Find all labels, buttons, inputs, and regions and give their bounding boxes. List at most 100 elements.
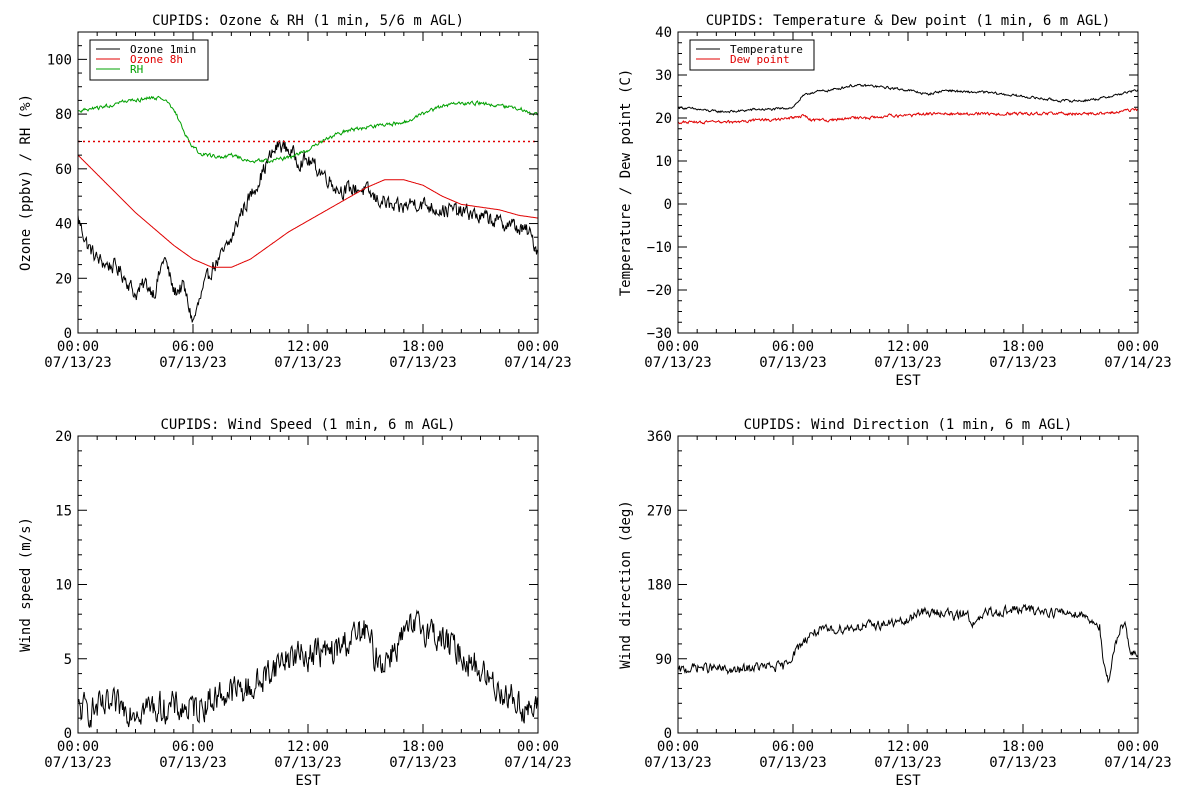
- y-tick-label: −30: [647, 326, 672, 342]
- y-tick-label: 180: [647, 578, 672, 594]
- y-tick-label: −10: [647, 240, 672, 256]
- y-tick-label: 60: [55, 162, 72, 178]
- x-tick-label-time: 00:00: [57, 739, 99, 755]
- chart-panel-ozone-rh: CUPIDS: Ozone & RH (1 min, 5/6 m AGL) 00:…: [18, 13, 572, 371]
- x-tick-label-date: 07/13/23: [389, 755, 456, 771]
- x-tick-label-date: 07/13/23: [874, 355, 941, 371]
- y-axis-label: Temperature / Dew point (C): [618, 69, 634, 297]
- legend-label: RH: [130, 63, 143, 76]
- y-tick-label: 0: [664, 197, 672, 213]
- y-tick-label: 15: [55, 503, 72, 519]
- x-tick-label-time: 00:00: [1117, 339, 1159, 355]
- x-tick-label-time: 00:00: [657, 739, 699, 755]
- x-tick-label-time: 18:00: [402, 739, 444, 755]
- y-tick-label: 90: [655, 652, 672, 668]
- x-tick-label-time: 18:00: [1002, 739, 1044, 755]
- y-tick-label: 10: [55, 578, 72, 594]
- x-tick-label-time: 18:00: [402, 339, 444, 355]
- y-tick-label: 20: [55, 429, 72, 445]
- x-tick-label-time: 12:00: [287, 339, 329, 355]
- x-tick-label-time: 06:00: [172, 739, 214, 755]
- x-tick-label-date: 07/13/23: [274, 355, 341, 371]
- x-tick-label-time: 06:00: [772, 739, 814, 755]
- x-tick-label-date: 07/13/23: [159, 755, 226, 771]
- x-tick-label-time: 12:00: [287, 739, 329, 755]
- legend-label: Ozone 1min: [130, 43, 196, 56]
- plot-area: [678, 83, 1138, 125]
- x-tick-label-time: 00:00: [517, 339, 559, 355]
- legend-label: Temperature: [730, 43, 803, 56]
- series-line-0-2: [78, 95, 538, 164]
- y-tick-label: 30: [655, 68, 672, 84]
- x-tick-label-date: 07/13/23: [989, 755, 1056, 771]
- chart-panel-wind-dir: CUPIDS: Wind Direction (1 min, 6 m AGL) 0…: [618, 417, 1172, 789]
- x-tick-label-time: 12:00: [887, 339, 929, 355]
- chart-title: CUPIDS: Wind Speed (1 min, 6 m AGL): [160, 417, 455, 433]
- y-tick-label: 20: [55, 271, 72, 287]
- series-line-0-0: [78, 140, 538, 323]
- x-tick-label-date: 07/13/23: [759, 755, 826, 771]
- x-tick-label-date: 07/13/23: [644, 755, 711, 771]
- y-tick-label: 5: [64, 652, 72, 668]
- x-tick-label-date: 07/14/23: [1104, 755, 1171, 771]
- y-tick-label: 40: [655, 25, 672, 41]
- x-tick-label-date: 07/13/23: [644, 355, 711, 371]
- chart-title: CUPIDS: Wind Direction (1 min, 6 m AGL): [744, 417, 1073, 433]
- series-line-1-1: [678, 107, 1138, 125]
- x-axis-label: EST: [895, 373, 921, 389]
- plot-area: [78, 95, 538, 323]
- plot-area: [678, 603, 1138, 684]
- y-tick-label: 10: [655, 154, 672, 170]
- chart-panel-wind-speed: CUPIDS: Wind Speed (1 min, 6 m AGL) 00:00…: [18, 417, 572, 789]
- x-tick-label-time: 00:00: [57, 339, 99, 355]
- x-tick-label-date: 07/13/23: [44, 355, 111, 371]
- x-tick-label-time: 18:00: [1002, 339, 1044, 355]
- x-tick-label-date: 07/14/23: [1104, 355, 1171, 371]
- series-line-2-0: [78, 609, 538, 728]
- x-tick-label-time: 00:00: [1117, 739, 1159, 755]
- legend-label: Dew point: [730, 53, 790, 66]
- x-tick-label-date: 07/13/23: [989, 355, 1056, 371]
- x-tick-label-date: 07/13/23: [274, 755, 341, 771]
- y-tick-label: 0: [64, 726, 72, 742]
- chart-title: CUPIDS: Temperature & Dew point (1 min, …: [706, 13, 1111, 29]
- plot-area: [78, 609, 538, 728]
- x-tick-label-date: 07/13/23: [159, 355, 226, 371]
- y-tick-label: 40: [55, 217, 72, 233]
- y-tick-label: 100: [47, 52, 72, 68]
- x-tick-label-date: 07/13/23: [389, 355, 456, 371]
- y-tick-label: 80: [55, 107, 72, 123]
- series-line-3-0: [678, 603, 1138, 684]
- y-tick-label: 20: [655, 111, 672, 127]
- x-tick-label-time: 06:00: [172, 339, 214, 355]
- chart-title: CUPIDS: Ozone & RH (1 min, 5/6 m AGL): [152, 13, 464, 29]
- legend-label: Ozone 8h: [130, 53, 183, 66]
- x-tick-label-time: 00:00: [657, 339, 699, 355]
- plot-frame: [77, 435, 539, 734]
- y-axis-label: Ozone (ppbv) / RH (%): [18, 94, 34, 271]
- plot-frame: [677, 435, 1139, 734]
- x-tick-label-date: 07/14/23: [504, 355, 571, 371]
- x-tick-label-date: 07/13/23: [759, 355, 826, 371]
- y-axis-label: Wind speed (m/s): [18, 517, 34, 652]
- legend-box: [689, 39, 815, 71]
- x-tick-label-date: 07/14/23: [504, 755, 571, 771]
- y-tick-label: 360: [647, 429, 672, 445]
- series-line-0-1: [78, 154, 538, 268]
- x-tick-label-time: 00:00: [517, 739, 559, 755]
- y-axis-label: Wind direction (deg): [618, 500, 634, 669]
- legend-box: [89, 39, 209, 81]
- x-tick-label-date: 07/13/23: [44, 755, 111, 771]
- chart-panel-temp-dew: CUPIDS: Temperature & Dew point (1 min, …: [618, 13, 1172, 389]
- y-tick-label: 0: [64, 326, 72, 342]
- y-tick-label: −20: [647, 283, 672, 299]
- x-tick-label-time: 06:00: [772, 339, 814, 355]
- x-axis-label: EST: [895, 773, 921, 789]
- y-tick-label: 0: [664, 726, 672, 742]
- series-line-1-0: [678, 83, 1138, 114]
- x-axis-label: EST: [295, 773, 321, 789]
